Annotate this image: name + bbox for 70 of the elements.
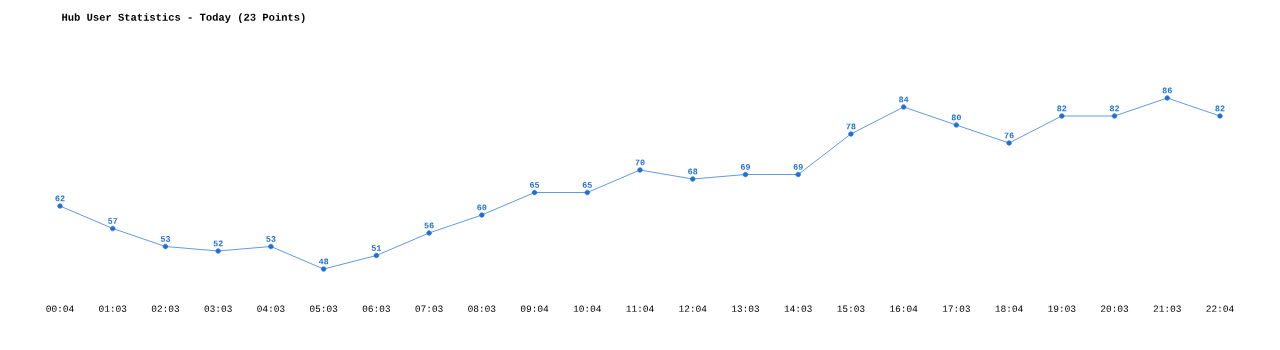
data-label: 65 <box>529 182 540 188</box>
data-label: 69 <box>740 164 751 170</box>
point <box>1006 140 1012 146</box>
x-tick-label: 22:04 <box>1206 305 1234 312</box>
x-tick-label: 00:04 <box>46 305 74 312</box>
data-label: 57 <box>108 218 118 224</box>
data-label: 82 <box>1057 105 1067 112</box>
x-tick-label: 02:03 <box>151 305 180 312</box>
point <box>1164 95 1170 101</box>
point <box>268 243 274 250</box>
point <box>110 225 116 232</box>
x-tick-label: 18:04 <box>995 305 1023 312</box>
x-tick-label: 07:03 <box>415 305 443 312</box>
point <box>584 189 590 196</box>
data-label: 51 <box>371 245 382 251</box>
point <box>479 212 485 218</box>
x-tick-label: 16:04 <box>890 305 918 312</box>
point <box>162 243 169 250</box>
data-label: 82 <box>1215 105 1225 112</box>
x-tick-label: 11:04 <box>626 305 654 312</box>
x-tick-label: 20:03 <box>1101 305 1129 312</box>
x-tick-label: 19:03 <box>1048 305 1076 312</box>
data-label: 76 <box>1004 132 1014 139</box>
point <box>426 230 432 236</box>
x-tick-label: 08:03 <box>468 305 496 312</box>
point <box>320 266 327 272</box>
x-tick-label: 15:03 <box>837 305 865 312</box>
data-label: 56 <box>424 222 434 229</box>
x-tick-label: 05:03 <box>310 305 338 312</box>
x-tick-label: 09:04 <box>520 305 549 312</box>
data-label: 80 <box>951 114 961 121</box>
data-label: 69 <box>793 164 803 170</box>
point <box>531 189 538 196</box>
x-tick-label: 06:03 <box>362 305 390 312</box>
data-label: 60 <box>477 204 487 211</box>
x-tick-label: 01:03 <box>99 305 127 312</box>
point <box>373 252 380 259</box>
point <box>1217 113 1223 119</box>
data-label: 82 <box>1109 105 1120 112</box>
point <box>795 171 801 178</box>
point <box>57 203 63 209</box>
point <box>742 171 749 178</box>
data-label: 84 <box>899 96 909 103</box>
data-label: 68 <box>688 168 698 175</box>
x-tick-label: 13:03 <box>731 305 760 312</box>
point <box>690 176 696 182</box>
point <box>900 104 907 110</box>
data-label: 86 <box>1162 87 1172 94</box>
point <box>215 248 221 254</box>
data-label: 53 <box>266 236 276 242</box>
x-tick-label: 21:03 <box>1153 305 1181 312</box>
point <box>848 131 854 137</box>
data-label: 62 <box>55 195 65 202</box>
x-tick-label: 14:03 <box>784 305 812 312</box>
data-label: 78 <box>846 123 856 130</box>
point <box>1111 113 1118 119</box>
data-label: 52 <box>213 240 223 247</box>
chart-title: Hub User Statistics - Today (23 Points) <box>62 13 305 23</box>
x-tick-label: 03:03 <box>204 305 232 312</box>
data-label: 70 <box>635 159 645 166</box>
point <box>637 167 643 173</box>
point <box>1059 113 1065 119</box>
x-tick-label: 12:04 <box>679 305 707 312</box>
data-label: 65 <box>582 182 592 188</box>
x-tick-label: 04:03 <box>257 305 285 312</box>
point <box>953 122 960 128</box>
x-tick-label: 10:04 <box>573 305 601 312</box>
data-label: 53 <box>160 236 171 242</box>
data-label: 48 <box>318 258 329 265</box>
x-tick-label: 17:03 <box>942 305 970 312</box>
